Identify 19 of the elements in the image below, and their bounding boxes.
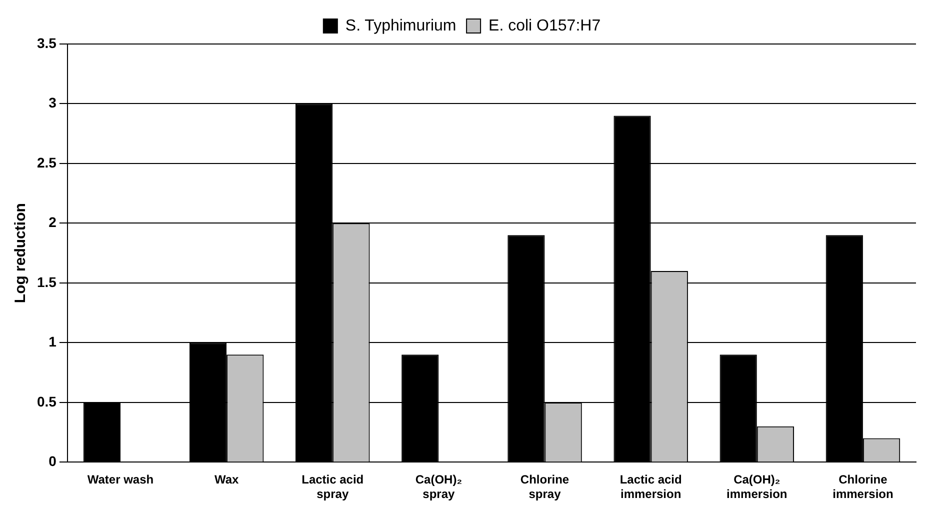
x-tick-label: Lactic acid spray	[302, 472, 364, 502]
x-tick-label: Water wash	[87, 472, 154, 487]
y-axis-title: Log reduction	[12, 203, 30, 304]
y-tick-label: 3	[48, 94, 57, 111]
y-tick-label: 1.5	[36, 274, 57, 290]
y-tick-label: 2	[48, 214, 57, 230]
x-tick-label: Ca(OH)₂ spray	[415, 472, 462, 502]
y-tick-label: 0	[48, 453, 57, 470]
x-tick-label: Chlorine spray	[520, 472, 570, 502]
y-tick-label: 0.5	[36, 393, 57, 410]
y-tick-label: 1	[48, 334, 57, 350]
y-tick-label: 2.5	[36, 154, 57, 170]
x-tick-label: Wax	[214, 472, 239, 487]
legend-label: E. coli O157:H7	[488, 17, 601, 34]
x-tick-label: Chlorine immersion	[832, 472, 894, 502]
x-tick-label: Ca(OH)₂ immersion	[726, 472, 788, 502]
y-tick-label: 3.5	[36, 34, 57, 51]
legend-label: S. Typhimurium	[345, 17, 456, 34]
x-tick-label: Lactic acid immersion	[620, 472, 682, 502]
